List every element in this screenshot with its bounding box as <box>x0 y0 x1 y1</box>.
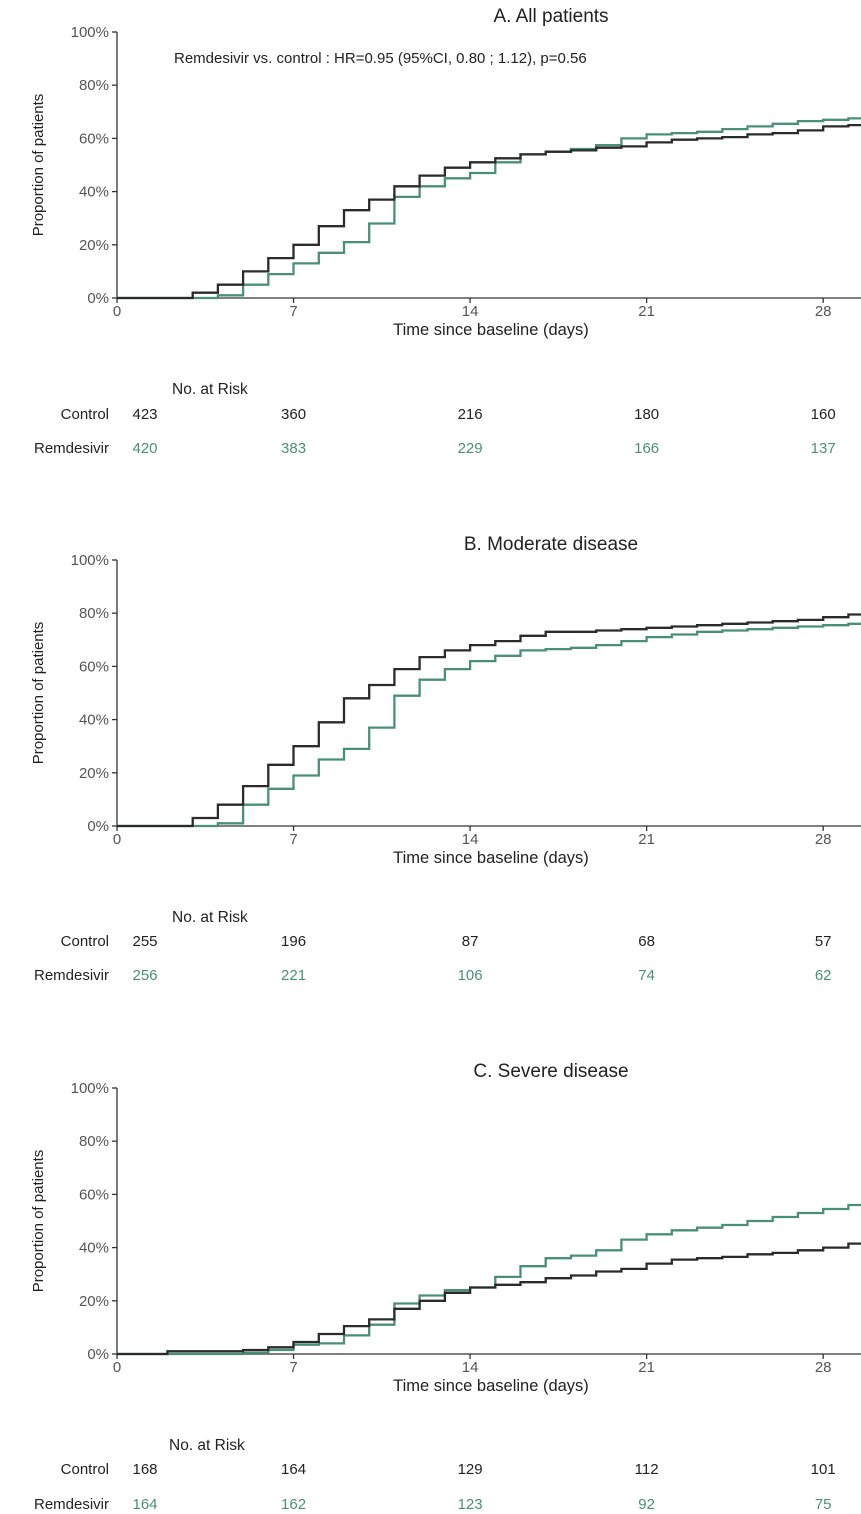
x-tick-label: 28 <box>815 831 832 848</box>
risk-value: 255 <box>132 933 157 950</box>
y-tick-label: 40% <box>79 184 109 201</box>
x-tick-label: 28 <box>815 1359 832 1376</box>
x-tick-label: 0 <box>113 303 121 320</box>
series-line-control <box>117 123 861 300</box>
x-tick-label: 21 <box>638 303 655 320</box>
x-tick-label: 7 <box>289 831 297 848</box>
y-tick-label: 40% <box>79 712 109 729</box>
chart-annotation: Remdesivir vs. control : HR=0.95 (95%CI,… <box>174 50 587 67</box>
risk-value: 164 <box>132 1496 157 1513</box>
risk-value: 123 <box>458 1496 483 1513</box>
risk-row-label-control: Control <box>61 933 109 950</box>
panel-b: B. Moderate disease 0% 20% 40% 60% 80% 100% 0 7 1… <box>30 534 861 984</box>
x-tick-label: 0 <box>113 1359 121 1376</box>
risk-value: 92 <box>638 1496 655 1513</box>
x-tick-label: 14 <box>462 303 479 320</box>
y-tick-label: 100% <box>71 24 109 41</box>
y-tick-label: 80% <box>79 605 109 622</box>
risk-table-heading: No. at Risk <box>169 1437 245 1454</box>
risk-value: 160 <box>811 406 836 423</box>
risk-table-heading: No. at Risk <box>172 381 248 398</box>
series-line-control <box>117 613 861 828</box>
risk-value: 196 <box>281 933 306 950</box>
risk-row-label-remdesivir: Remdesivir <box>34 967 109 984</box>
y-tick-label: 0% <box>87 290 109 307</box>
panel-a: A. All patients Remdesivir vs. control : … <box>30 6 861 457</box>
x-tick-label: 14 <box>462 1359 479 1376</box>
risk-value: 75 <box>815 1496 832 1513</box>
risk-value: 106 <box>458 967 483 984</box>
risk-table-heading: No. at Risk <box>172 909 248 926</box>
risk-value: 112 <box>635 1461 659 1478</box>
x-tick-label: 7 <box>289 1359 297 1376</box>
y-tick-label: 40% <box>79 1240 109 1257</box>
y-axis-label: Proportion of patients <box>30 1150 47 1293</box>
y-tick-label: 0% <box>87 818 109 835</box>
risk-value: 87 <box>462 933 479 950</box>
risk-value: 164 <box>281 1461 306 1478</box>
y-axis-label: Proportion of patients <box>30 94 47 237</box>
x-tick-label: 7 <box>289 303 297 320</box>
x-tick-label: 14 <box>462 831 479 848</box>
y-tick-label: 0% <box>87 1346 109 1363</box>
risk-value: 62 <box>815 967 832 984</box>
risk-row-label-remdesivir: Remdesivir <box>34 440 109 457</box>
x-axis-label: Time since baseline (days) <box>393 321 589 339</box>
x-tick-label: 21 <box>638 1359 655 1376</box>
risk-row-label-remdesivir: Remdesivir <box>34 1496 109 1513</box>
y-tick-label: 20% <box>79 765 109 782</box>
x-axis-label: Time since baseline (days) <box>393 1377 589 1395</box>
risk-value: 180 <box>634 406 659 423</box>
y-tick-label: 80% <box>79 77 109 94</box>
x-tick-label: 21 <box>638 831 655 848</box>
series-line-remdesivir <box>117 1203 861 1356</box>
y-tick-label: 60% <box>79 130 109 147</box>
risk-value: 68 <box>638 933 655 950</box>
y-tick-label: 100% <box>71 552 109 569</box>
risk-value: 168 <box>132 1461 157 1478</box>
risk-value: 256 <box>132 967 157 984</box>
y-axis-label: Proportion of patients <box>30 622 47 765</box>
risk-value: 383 <box>281 440 306 457</box>
series-line-control <box>117 1242 861 1356</box>
y-tick-label: 80% <box>79 1133 109 1150</box>
risk-value: 137 <box>811 440 836 457</box>
y-tick-label: 60% <box>79 658 109 675</box>
x-tick-label: 28 <box>815 303 832 320</box>
y-tick-label: 60% <box>79 1186 109 1203</box>
risk-value: 216 <box>458 406 483 423</box>
chart-title: A. All patients <box>493 6 608 27</box>
risk-value: 162 <box>281 1496 306 1513</box>
chart-title: B. Moderate disease <box>464 534 638 555</box>
panel-c: C. Severe disease 0% 20% 40% 60% 80% 100% 0 7 14 2… <box>30 1061 861 1513</box>
risk-value: 423 <box>132 406 157 423</box>
x-axis-label: Time since baseline (days) <box>393 849 589 867</box>
risk-value: 221 <box>281 967 306 984</box>
risk-row-label-control: Control <box>61 406 109 423</box>
y-tick-label: 100% <box>71 1080 109 1097</box>
risk-value: 74 <box>638 967 655 984</box>
chart-title: C. Severe disease <box>473 1061 628 1082</box>
series-line-remdesivir <box>117 622 861 828</box>
risk-value: 360 <box>281 406 306 423</box>
risk-value: 129 <box>458 1461 483 1478</box>
y-tick-label: 20% <box>79 1293 109 1310</box>
x-tick-label: 0 <box>113 831 121 848</box>
y-tick-label: 20% <box>79 237 109 254</box>
series-line-remdesivir <box>117 117 861 300</box>
risk-value: 101 <box>811 1461 836 1478</box>
risk-row-label-control: Control <box>61 1461 109 1478</box>
risk-value: 229 <box>458 440 483 457</box>
risk-value: 166 <box>634 440 659 457</box>
risk-value: 420 <box>132 440 157 457</box>
risk-value: 57 <box>815 933 832 950</box>
